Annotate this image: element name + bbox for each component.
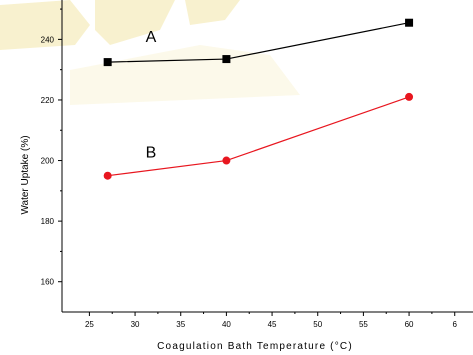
watermark-shape (0, 0, 90, 50)
data-point-A (222, 55, 231, 64)
series-label-B: B (146, 145, 157, 162)
series-label-A: A (146, 29, 157, 46)
x-tick-label: 25 (85, 320, 94, 329)
x-tick-label: 50 (313, 320, 322, 329)
watermark-shape (185, 0, 240, 25)
series-layer: AB (103, 18, 414, 180)
data-point-A (405, 18, 414, 27)
y-tick-label: 180 (41, 217, 55, 226)
ticks: 25 30 35 40 45 50 55 60 6 160 180 200 220 240 (41, 8, 458, 329)
x-tick-label: 55 (359, 320, 368, 329)
watermark-shape (95, 0, 175, 45)
x-tick-label: 45 (268, 320, 277, 329)
data-point-B (103, 171, 112, 180)
x-tick-label: 60 (405, 320, 414, 329)
watermark-logo (0, 0, 300, 105)
x-axis-label: Coagulation Bath Temperature (°C) (157, 341, 353, 352)
y-tick-label: 160 (41, 278, 55, 287)
axes (61, 0, 473, 313)
data-point-A (103, 58, 112, 67)
watermark-shape (70, 45, 300, 105)
x-tick-label: 30 (131, 320, 140, 329)
y-tick-label: 220 (41, 96, 55, 105)
y-tick-label: 240 (41, 35, 55, 44)
x-tick-label: 35 (176, 320, 185, 329)
y-axis-label: Water Uptake (%) (20, 135, 31, 214)
x-tick-label: 40 (222, 320, 231, 329)
data-point-B (405, 92, 414, 101)
series-line-B (107, 96, 410, 177)
data-point-B (222, 156, 231, 165)
x-tick-label: 6 (453, 320, 458, 329)
y-tick-label: 200 (41, 157, 55, 166)
